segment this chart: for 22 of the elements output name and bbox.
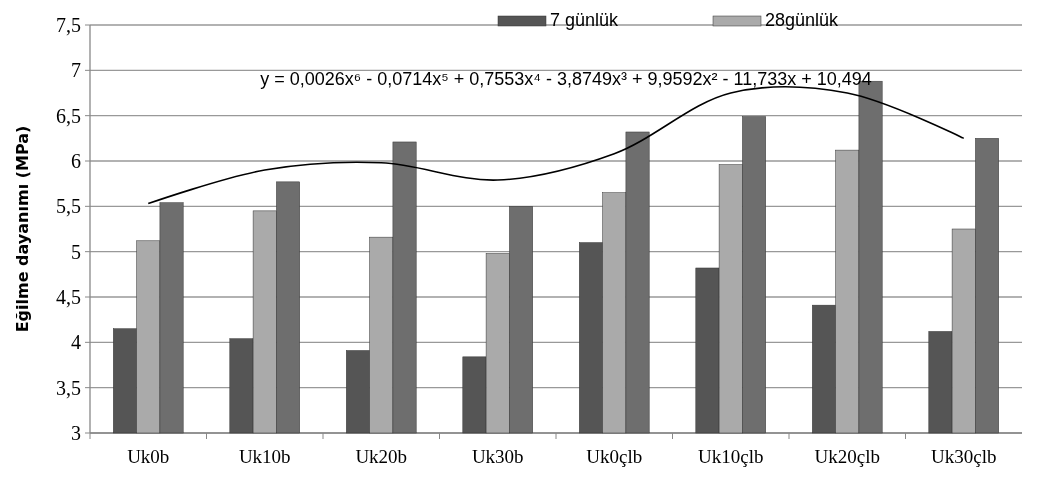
y-tick-label: 6	[71, 150, 81, 172]
y-tick-label: 7,5	[56, 14, 81, 36]
annotation: y = 0,0026x⁶ - 0,0714x⁵ + 0,7553x⁴ - 3,8749x³ + 9,9592x² - 11,733x + 10,494	[260, 69, 872, 89]
y-tick-label: 4,5	[56, 286, 81, 308]
x-tick-label: Uk30çlb	[931, 446, 997, 467]
y-tick-label: 3	[71, 422, 81, 444]
x-tick-label: Uk20çlb	[814, 446, 880, 467]
y-tick-label: 7	[71, 59, 81, 82]
x-tick-label: Uk30b	[471, 446, 524, 467]
x-tick-label: Uk0çlb	[586, 446, 643, 467]
x-tick-label: Uk20b	[355, 446, 408, 467]
y-tick-label: 4	[71, 331, 81, 354]
y-axis-title: Eğilme dayanımı (MPa)	[13, 125, 32, 333]
x-tick-label: Uk10çlb	[698, 446, 764, 467]
y-tick-label: 5,5	[56, 195, 81, 218]
y-tick-label: 3,5	[56, 376, 81, 399]
legend-label: 28günlük	[765, 10, 840, 30]
legend-label: 7 günlük	[550, 10, 620, 30]
x-tick-label: Uk10b	[238, 446, 291, 467]
x-tick-label: Uk0b	[127, 446, 170, 467]
y-tick-label: 6,5	[56, 104, 81, 127]
y-tick-label: 5	[71, 240, 81, 263]
